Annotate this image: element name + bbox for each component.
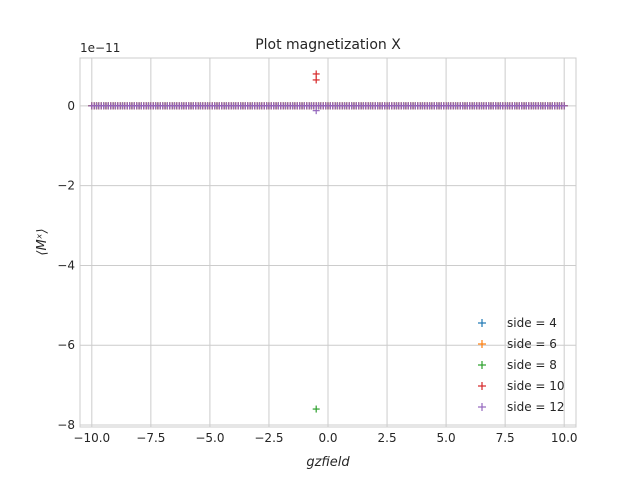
legend: side = 4 side = 6 side = 8 side = 10 side = …: [478, 316, 565, 414]
legend-label: side = 8: [507, 358, 557, 372]
data-point-outlier: [312, 107, 320, 115]
tick-labels: −10.0 −7.5 −5.0 −2.5 0.0 2.5 5.0 7.5 10.0 0 −2 −4 −6…: [57, 99, 577, 445]
x-tick-label: −2.5: [254, 431, 283, 445]
y-tick-label: 0: [67, 99, 75, 113]
x-tick-label: −10.0: [73, 431, 110, 445]
x-tick-label: 10.0: [551, 431, 578, 445]
y-offset-label: 1e−11: [80, 41, 120, 55]
y-tick-label: −6: [57, 338, 75, 352]
legend-item: side = 6: [478, 337, 557, 351]
data-series: [88, 70, 568, 413]
chart-title: Plot magnetization X: [255, 37, 401, 53]
legend-label: side = 6: [507, 337, 557, 351]
plot-frame: [79, 57, 577, 428]
x-tick-label: −5.0: [195, 431, 224, 445]
legend-item: side = 8: [478, 358, 557, 372]
x-tick-label: 2.5: [378, 431, 397, 445]
legend-item: side = 12: [478, 400, 565, 414]
data-point-outlier: [312, 70, 320, 78]
data-point-outlier: [312, 76, 320, 84]
x-tick-label: −7.5: [136, 431, 165, 445]
legend-marker: [478, 319, 486, 327]
legend-marker: [478, 340, 486, 348]
legend-label: side = 10: [507, 379, 565, 393]
x-axis-label: gzfield: [306, 455, 350, 470]
y-axis-label: ⟨Mˣ⟩: [35, 228, 50, 255]
x-tick-label: 7.5: [496, 431, 515, 445]
y-tick-label: −2: [57, 179, 75, 193]
y-tick-label: −4: [57, 258, 75, 272]
legend-marker: [478, 403, 486, 411]
grid: [80, 58, 576, 427]
legend-marker: [478, 382, 486, 390]
legend-item: side = 10: [478, 379, 565, 393]
x-tick-label: 5.0: [437, 431, 456, 445]
legend-label: side = 4: [507, 316, 557, 330]
legend-label: side = 12: [507, 400, 565, 414]
legend-marker: [478, 361, 486, 369]
data-point-outlier: [312, 405, 320, 413]
y-tick-label: −8: [57, 418, 75, 432]
series-side-12: [88, 102, 568, 115]
x-tick-label: 0.0: [318, 431, 337, 445]
legend-item: side = 4: [478, 316, 557, 330]
data-point: [560, 102, 568, 110]
